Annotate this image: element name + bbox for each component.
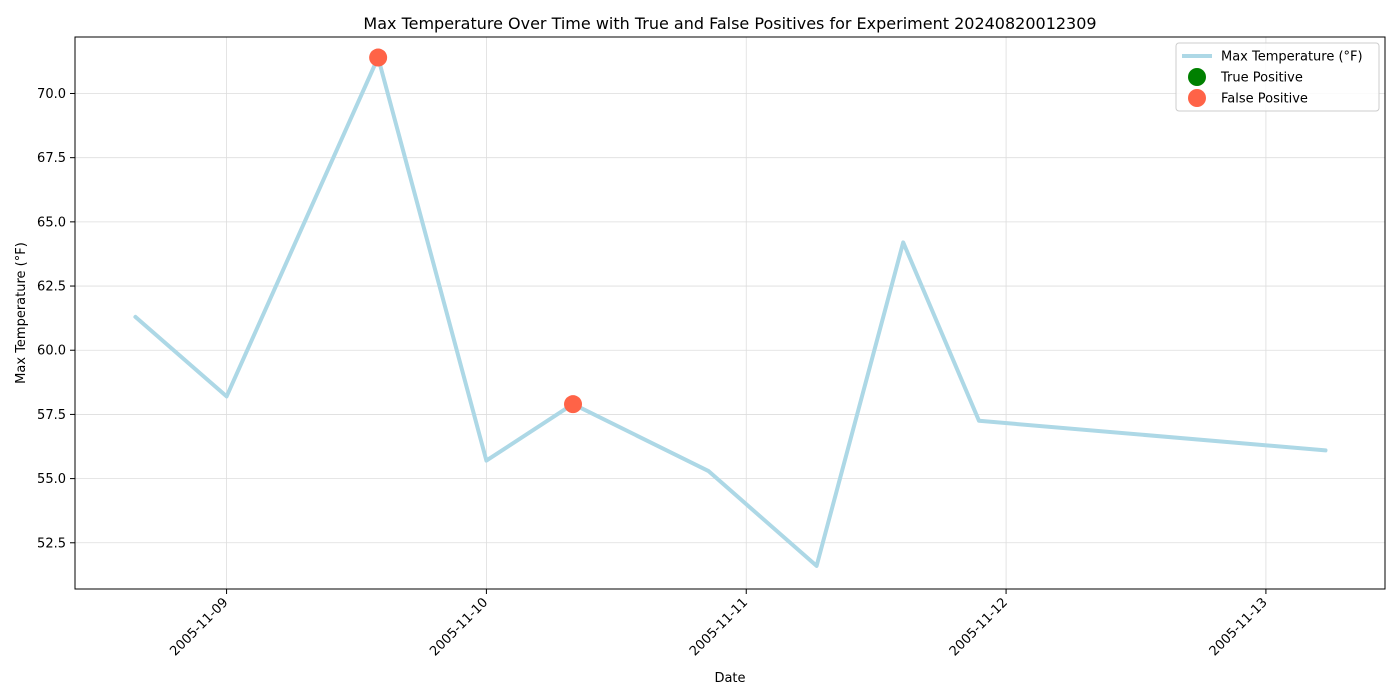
y-tick-label: 65.0	[37, 215, 66, 230]
grid	[75, 37, 1385, 589]
legend-label: False Positive	[1221, 92, 1308, 107]
plot-frame	[74, 36, 1386, 590]
y-tick-label: 60.0	[37, 344, 66, 359]
legend-box	[1175, 42, 1380, 112]
legend-label: True Positive	[1220, 71, 1303, 86]
y-tick-label: 57.5	[37, 408, 66, 423]
legend-marker-swatch	[1188, 68, 1206, 86]
y-axis-label: Max Temperature (°F)	[14, 242, 29, 384]
false-positive-point	[369, 48, 388, 67]
y-tick-label: 70.0	[37, 87, 66, 102]
legend: Max Temperature (°F) True Positive False P…	[1175, 42, 1380, 112]
legend-marker-swatch	[1188, 89, 1206, 107]
series-line	[133, 55, 1328, 568]
y-tick-label: 52.5	[37, 536, 66, 551]
chart-title: Max Temperature Over Time with True and …	[363, 14, 1096, 33]
y-tick-label: 67.5	[37, 151, 66, 166]
y-tick-label: 55.0	[37, 472, 66, 487]
x-axis-label: Date	[714, 671, 745, 686]
legend-label: Max Temperature (°F)	[1221, 50, 1363, 65]
plot-series	[133, 48, 1328, 568]
y-tick-label: 62.5	[37, 280, 66, 295]
false-positive-point	[564, 395, 583, 414]
